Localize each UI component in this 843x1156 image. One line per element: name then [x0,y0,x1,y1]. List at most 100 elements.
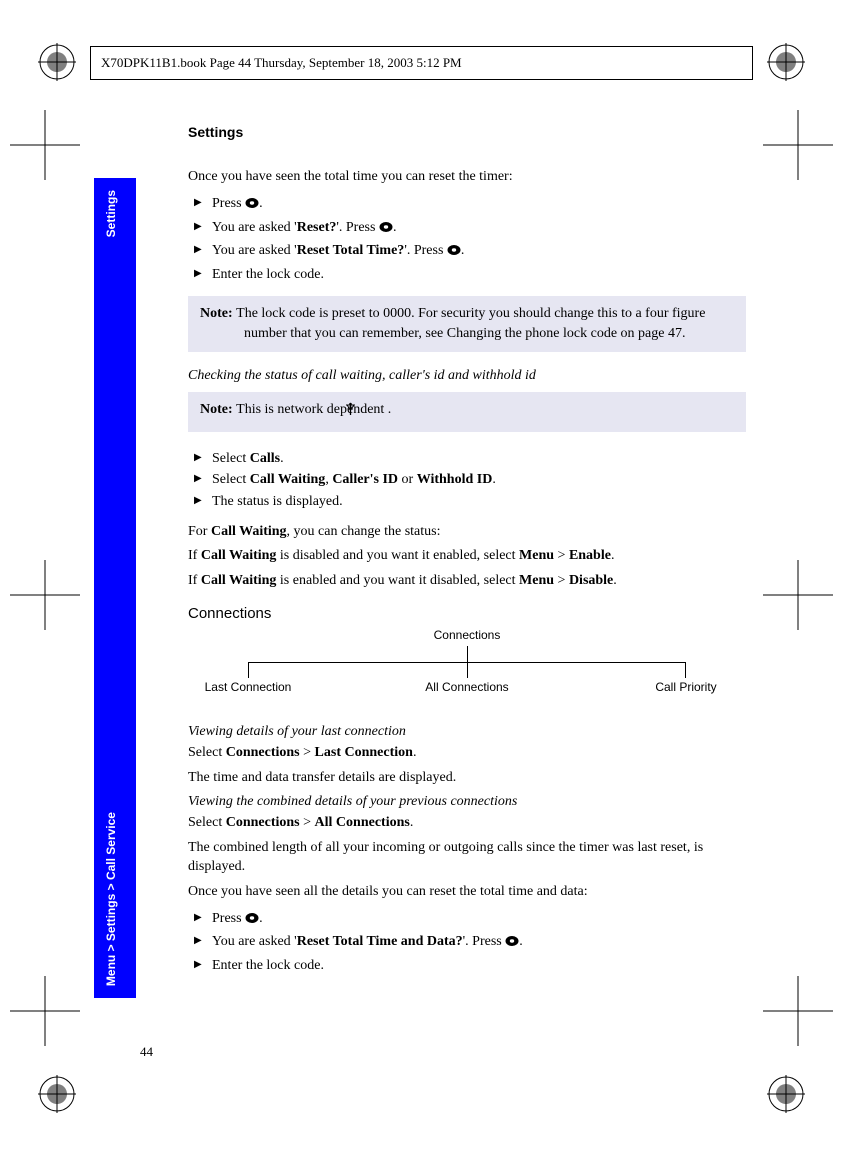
navkey-icon [245,195,259,217]
text: > [300,815,315,830]
body-text: Select Connections > All Connections. [188,814,746,833]
sidebar-section-label: Settings [104,190,118,237]
header-filepath: X70DPK11B1.book Page 44 Thursday, Septem… [90,46,753,80]
page-number: 44 [140,1044,153,1060]
bold-text: Connections [226,815,300,830]
body-text: Select Connections > Last Connection. [188,744,746,763]
steps-check-status: Select Calls. Select Call Waiting, Calle… [188,448,746,513]
note-label: Note: [200,306,236,321]
list-item: You are asked 'Reset?'. Press . [188,217,746,241]
bold-text: Reset Total Time and Data? [297,934,463,949]
bold-text: Call Waiting [201,573,277,588]
list-item: Select Call Waiting, Caller's ID or With… [188,469,746,491]
body-text: The time and data transfer details are d… [188,769,746,788]
text: . [393,220,397,235]
tree-line [467,646,468,662]
text: . [461,243,465,258]
text: Press [212,196,245,211]
bold-text: Reset? [297,220,337,235]
note-text: . [388,402,392,417]
registration-mark-tr [767,43,805,81]
navkey-icon [379,219,393,241]
page-title: Settings [188,124,746,140]
text: . [259,196,263,211]
bold-text: Call Waiting [201,548,277,563]
navkey-icon [447,242,461,264]
registration-mark-bl [38,1075,76,1113]
page-content: Settings Once you have seen the total ti… [188,124,746,987]
list-item: Enter the lock code. [188,264,746,286]
sidebar-breadcrumb: Menu > Settings > Call Service [104,812,118,986]
text: . [259,911,263,926]
list-item: The status is displayed. [188,491,746,513]
list-item: You are asked 'Reset Total Time?'. Press… [188,240,746,264]
bold-text: Withhold ID [417,472,493,487]
body-text: The combined length of all your incoming… [188,839,746,877]
body-text: If Call Waiting is disabled and you want… [188,547,746,566]
list-item: Select Calls. [188,448,746,470]
text: > [300,745,315,760]
tree-line [248,662,249,678]
text: > [554,573,569,588]
registration-mark-tl [38,43,76,81]
tree-root: Connections [434,628,501,642]
text: You are asked ' [212,243,297,258]
text: You are asked ' [212,934,297,949]
tree-leaf: Call Priority [655,680,716,694]
note-text: This is network dependent [236,402,388,417]
text: > [554,548,569,563]
list-item: Press . [188,908,746,932]
bold-text: Menu [519,573,554,588]
list-item: You are asked 'Reset Total Time and Data… [188,931,746,955]
text: . [492,472,496,487]
header-text: X70DPK11B1.book Page 44 Thursday, Septem… [101,55,462,71]
tree-leaf: All Connections [425,680,508,694]
note-box: Note: This is network dependent . [188,392,746,431]
text: . [280,451,284,466]
text: . [611,548,615,563]
steps-reset-timer: Press . You are asked 'Reset?'. Press . … [188,193,746,286]
text: Select [188,745,226,760]
text: Select [188,815,226,830]
text: You are asked ' [212,220,297,235]
text: . [413,745,417,760]
bold-text: Menu [519,548,554,563]
text: Press [212,911,245,926]
tree-line [685,662,686,678]
bold-text: Call Waiting [211,524,287,539]
text: '. Press [404,243,447,258]
tree-leaf: Last Connection [205,680,292,694]
text: Select [212,451,250,466]
text: '. Press [463,934,506,949]
crop-mark [763,560,833,630]
text: If [188,548,201,563]
subheading: Checking the status of call waiting, cal… [188,368,746,384]
crop-mark [10,560,80,630]
body-text: Once you have seen all the details you c… [188,883,746,902]
text: For [188,524,211,539]
crop-mark [763,976,833,1046]
connections-tree: Connections Last Connection All Connecti… [188,628,746,706]
text: Select [212,472,250,487]
text: or [398,472,417,487]
intro-text: Once you have seen the total time you ca… [188,168,746,187]
bold-text: Connections [226,745,300,760]
bold-text: Call Waiting [250,472,326,487]
tree-line [467,662,468,678]
crop-mark [10,110,80,180]
body-text: For Call Waiting, you can change the sta… [188,523,746,542]
navkey-icon [245,910,259,932]
bold-text: Reset Total Time? [297,243,405,258]
text: . [613,573,617,588]
sidebar: Settings Menu > Settings > Call Service [94,178,136,998]
text: . [519,934,523,949]
text: , you can change the status: [287,524,441,539]
text: If [188,573,201,588]
note-box: Note: The lock code is preset to 0000. F… [188,296,746,353]
bold-text: Caller's ID [332,472,398,487]
subheading: Viewing details of your last connection [188,724,746,740]
body-text: If Call Waiting is enabled and you want … [188,572,746,591]
text: . [410,815,414,830]
note-text: The lock code is preset to 0000. For sec… [236,306,705,341]
list-item: Enter the lock code. [188,955,746,977]
